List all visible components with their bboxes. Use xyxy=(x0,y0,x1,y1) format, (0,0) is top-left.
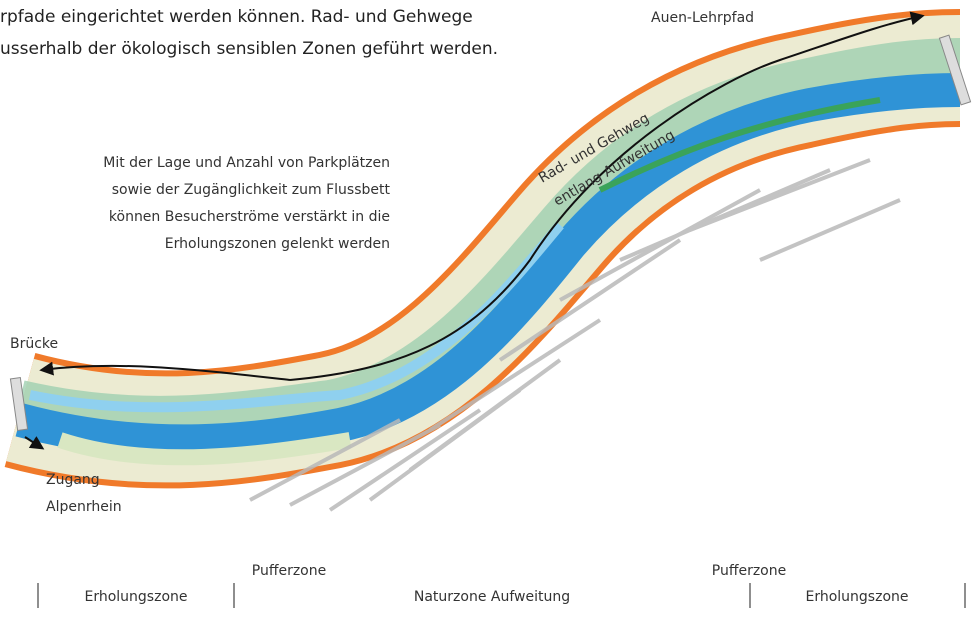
zone-label: Naturzone Aufweitung xyxy=(414,589,570,605)
label: Auen-Lehrpfad xyxy=(651,10,754,26)
label: Brücke xyxy=(10,336,58,352)
zone-label: Erholungszone xyxy=(805,589,908,605)
zone-label: Pufferzone xyxy=(712,563,786,579)
annotation: sowie der Zugänglichkeit zum Flussbett xyxy=(112,182,391,198)
label: Zugang xyxy=(46,472,100,488)
zone-separators xyxy=(37,583,966,608)
zone-label: Pufferzone xyxy=(252,563,326,579)
annotation: Mit der Lage und Anzahl von Parkplätzen xyxy=(103,155,390,171)
label: Alpenrhein xyxy=(46,499,122,515)
zone-label: Erholungszone xyxy=(84,589,187,605)
intro-line: usserhalb der ökologisch sensiblen Zonen… xyxy=(0,39,498,59)
intro-line: rpfade eingerichtet werden können. Rad- … xyxy=(0,7,473,27)
annotation: Erholungszonen gelenkt werden xyxy=(165,236,390,252)
river-map xyxy=(4,9,972,512)
annotation: können Besucherströme verstärkt in die xyxy=(109,209,390,225)
